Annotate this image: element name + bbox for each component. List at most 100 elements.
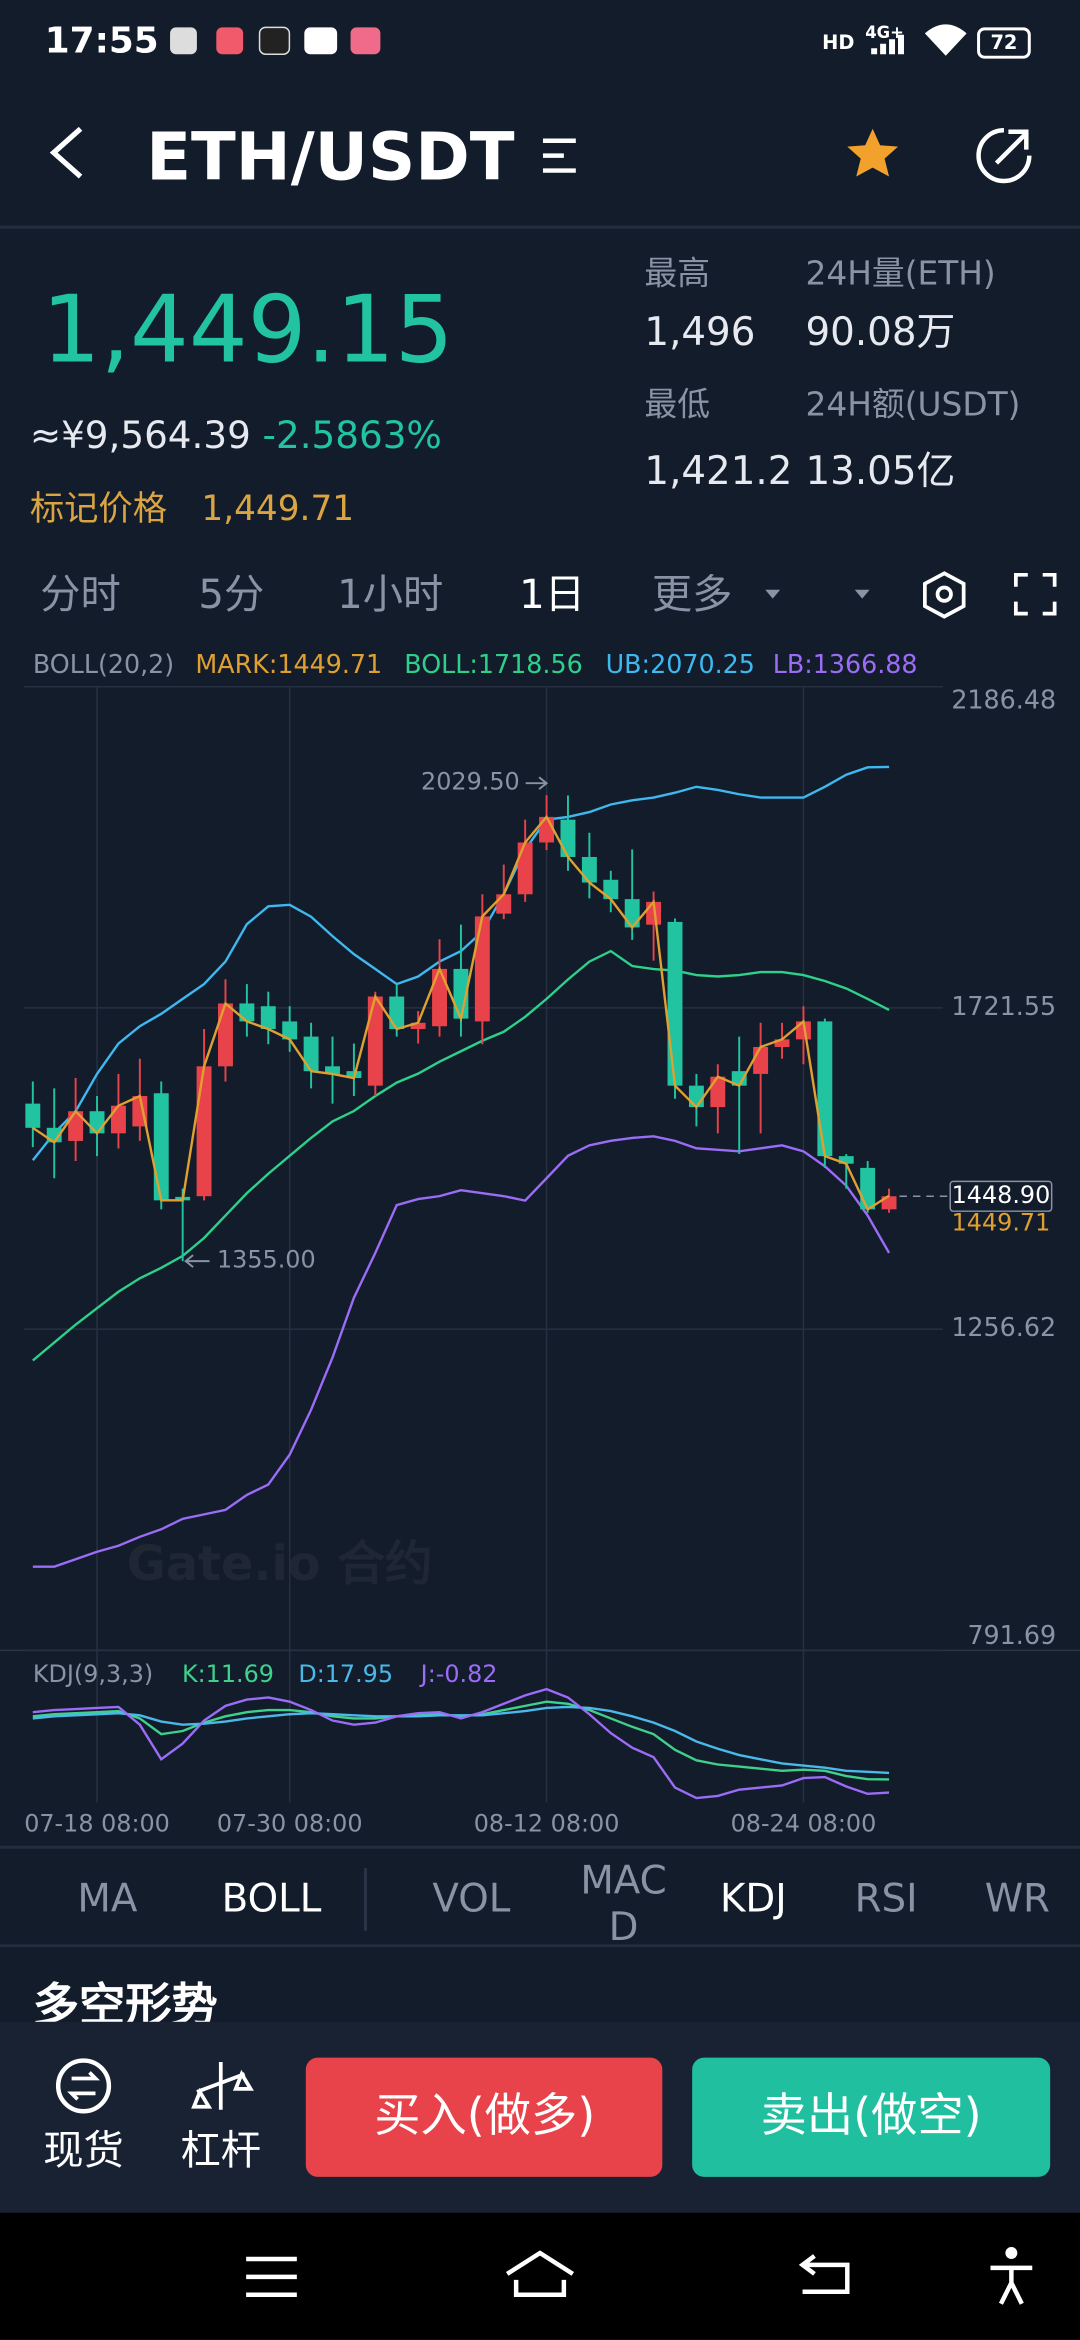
candle-body	[774, 1039, 790, 1047]
interval-tab[interactable]: 分时	[40, 572, 121, 618]
y-tick-label: 1256.62	[951, 1312, 1056, 1342]
sell-button[interactable]	[692, 2057, 1051, 2177]
last-price-label: 1448.90	[952, 1181, 1051, 1209]
high-annotation: 2029.50	[421, 768, 520, 796]
candle-body	[367, 996, 383, 1086]
indicator-line	[32, 949, 890, 1362]
legend-title: BOLL(20,2)	[33, 649, 174, 679]
stat-label: 24H额(USDT)	[806, 386, 1021, 424]
indicator-tab[interactable]: D	[609, 1905, 639, 1950]
status-icon	[304, 27, 338, 55]
interval-tab[interactable]: 更多	[652, 572, 733, 618]
mark-price-label: 标记价格	[30, 489, 167, 529]
indicator-tab-active[interactable]: BOLL	[222, 1876, 322, 1921]
candle-body	[89, 1111, 105, 1134]
cny-price: ≈¥9,564.39	[30, 413, 251, 457]
candle-body	[432, 968, 447, 1027]
share-arrow	[994, 129, 1029, 165]
pair-menu-icon[interactable]	[542, 138, 576, 173]
back-button[interactable]	[49, 126, 83, 179]
wifi-icon	[924, 24, 967, 56]
indicator-tab-active[interactable]: KDJ	[720, 1876, 787, 1921]
candle-body	[881, 1196, 897, 1210]
battery-level: 72	[990, 31, 1017, 54]
kdj-line	[32, 1705, 890, 1775]
nav-menu[interactable]	[246, 2256, 297, 2297]
nav-accessibility[interactable]	[1005, 2247, 1018, 2259]
buy-button[interactable]	[305, 2057, 663, 2177]
kdj-line	[32, 1687, 890, 1800]
candle-body	[389, 996, 405, 1030]
candle-body	[110, 1105, 126, 1134]
nav-home[interactable]	[505, 2250, 575, 2297]
margin-label[interactable]: 杠杆	[181, 2128, 262, 2174]
candle-body	[25, 1103, 41, 1128]
indicator-tab[interactable]: MAC	[580, 1859, 666, 1904]
margin-icon[interactable]	[191, 2062, 254, 2110]
pair-title[interactable]: ETH/USDT	[146, 120, 515, 196]
spot-icon[interactable]	[55, 2058, 112, 2114]
dropdown-arrow[interactable]	[854, 589, 870, 599]
x-tick-label: 07-18 08:00	[24, 1809, 170, 1837]
indicator-tab[interactable]: WR	[985, 1876, 1050, 1921]
candle-body	[303, 1036, 319, 1072]
price-change: -2.5863%	[263, 413, 442, 457]
stat-value: 13.05亿	[806, 449, 956, 494]
candle-body	[517, 842, 533, 895]
nav-bar	[0, 2212, 1080, 2340]
spot-label[interactable]: 现货	[43, 2128, 124, 2174]
stat-value: 1,421.2	[644, 449, 792, 494]
kdj-legend: K:11.69	[182, 1660, 274, 1688]
candle-body	[196, 1066, 212, 1197]
stat-value: 1,496	[644, 310, 755, 355]
candle-body	[624, 899, 640, 928]
legend-entry: MARK:1449.71	[195, 649, 382, 679]
kdj-legend: J:-0.82	[419, 1660, 498, 1688]
kdj-title: KDJ(9,3,3)	[33, 1660, 153, 1688]
indicator-tab[interactable]: MA	[77, 1876, 137, 1921]
candle-body	[667, 921, 683, 1086]
candle-body	[218, 1003, 233, 1067]
candle-body	[496, 894, 512, 914]
spot-icon-arrows	[67, 2071, 100, 2101]
candle-body	[838, 1156, 854, 1164]
interval-tab-active[interactable]: 1日	[519, 572, 585, 618]
x-tick-label: 08-24 08:00	[731, 1809, 877, 1837]
y-tick-label: 791.69	[967, 1620, 1056, 1650]
candle-body	[688, 1085, 704, 1108]
fullscreen-icon[interactable]	[1013, 572, 1057, 616]
indicator-line	[32, 814, 890, 1212]
status-icon	[258, 26, 291, 55]
last-price-box	[949, 1180, 1053, 1212]
indicator-tab[interactable]: RSI	[855, 1876, 918, 1921]
status-icon	[170, 27, 197, 55]
status-icon	[216, 27, 244, 55]
candle-body	[282, 1021, 298, 1040]
candle-body	[560, 819, 576, 857]
favorite-star[interactable]	[847, 128, 899, 177]
low-annotation: 1355.00	[217, 1246, 316, 1274]
candle-body	[325, 1066, 340, 1074]
sell-label[interactable]: 卖出(做空)	[761, 2088, 982, 2142]
settings-icon[interactable]	[922, 571, 966, 619]
candle-body	[710, 1076, 726, 1108]
candle-body	[260, 1006, 276, 1030]
interval-tab[interactable]: 1小时	[337, 572, 443, 618]
buy-label[interactable]: 买入(做多)	[374, 2088, 595, 2142]
stat-label: 24H量(ETH)	[806, 254, 996, 292]
stat-value: 90.08万	[806, 310, 956, 355]
y-tick-label: 2186.48	[951, 685, 1056, 715]
y-tick-label: 1721.55	[951, 991, 1056, 1021]
nav-back[interactable]	[798, 2254, 850, 2295]
kdj-legend: D:17.95	[298, 1660, 393, 1688]
candle-body	[410, 1022, 426, 1030]
interval-tab[interactable]: 5分	[198, 572, 264, 618]
share-icon[interactable]	[976, 128, 1032, 184]
indicator-tab[interactable]: VOL	[432, 1876, 510, 1921]
candle-body	[153, 1093, 169, 1201]
indicator-line	[32, 1135, 891, 1568]
candle-body	[817, 1021, 833, 1157]
last-price: 1,449.15	[42, 276, 454, 384]
